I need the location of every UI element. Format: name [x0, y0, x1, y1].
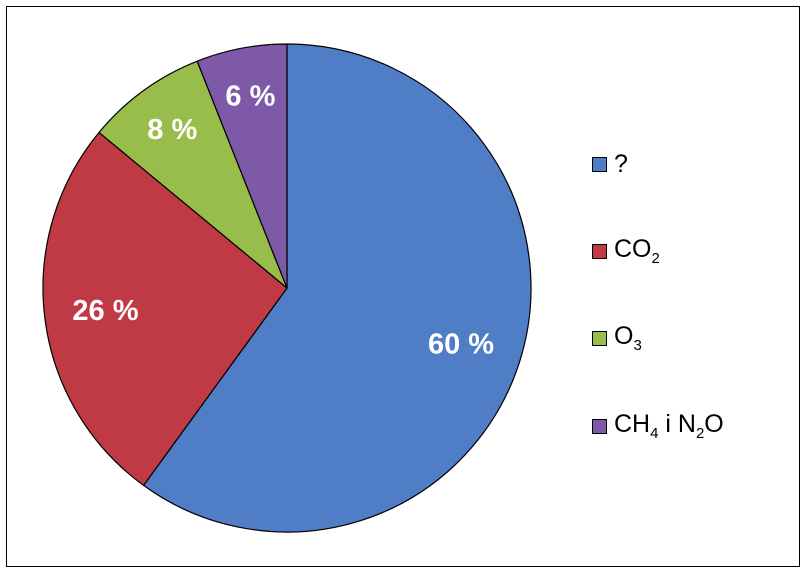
pie-slice: [98, 60, 288, 289]
legend-swatch: [592, 418, 607, 434]
legend-label: O3: [614, 322, 642, 354]
slice-data-label: 8 %: [147, 114, 197, 146]
legend-label: CH4 i N2O: [614, 410, 724, 442]
legend-item: ?: [592, 150, 628, 179]
legend-swatch: [592, 157, 607, 172]
pie-slice: [196, 43, 288, 289]
legend-label: CO2: [614, 235, 660, 267]
slice-data-label: 60 %: [428, 329, 494, 361]
legend-label: ?: [614, 150, 628, 178]
legend-swatch: [592, 330, 607, 346]
legend-swatch: [592, 243, 607, 259]
slice-data-label: 6 %: [225, 80, 275, 112]
pie-slice: [142, 43, 532, 533]
legend-item: CO2: [592, 235, 660, 267]
pie-slice: [42, 131, 288, 486]
legend-item: O3: [592, 322, 642, 354]
chart-legend: ? CO2 O3 CH4 i N2O: [592, 0, 792, 575]
legend-item: CH4 i N2O: [592, 410, 724, 442]
slice-data-label: 26 %: [72, 295, 138, 327]
